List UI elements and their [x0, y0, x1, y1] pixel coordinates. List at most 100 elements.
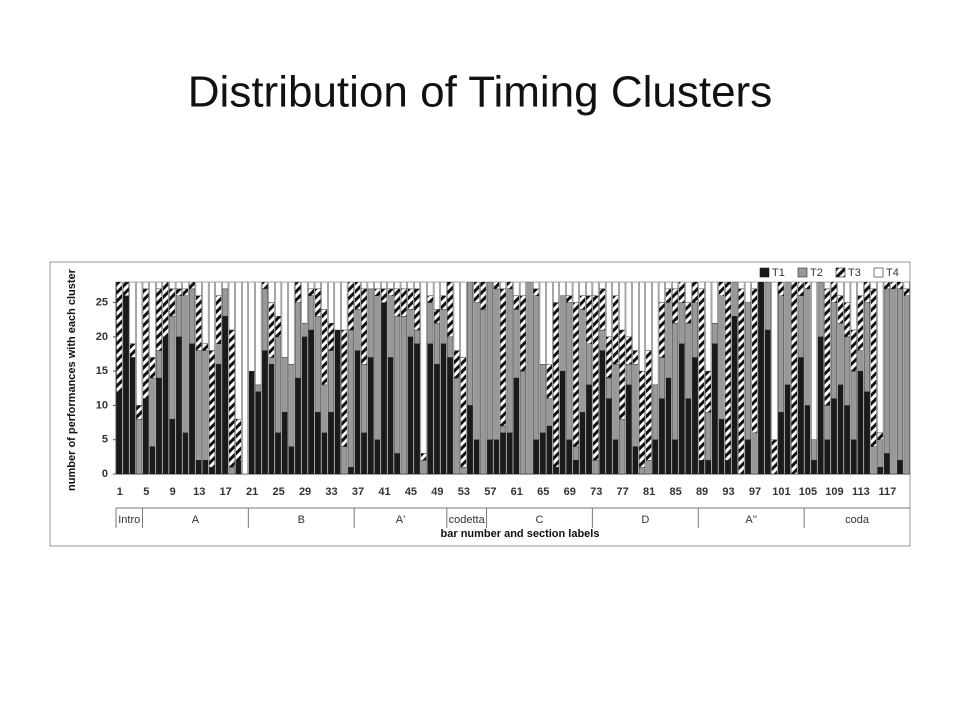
bar-segment: [586, 281, 593, 296]
bar-segment: [361, 432, 368, 475]
bar-segment: [811, 460, 818, 475]
bar-segment: [321, 281, 328, 310]
bar-segment: [731, 316, 738, 475]
bar-segment: [566, 281, 573, 296]
bar-segment: [136, 418, 143, 475]
x-tick-label: 41: [378, 486, 390, 498]
bar-segment: [665, 281, 672, 290]
bar-segment: [645, 281, 652, 351]
bar-segment: [301, 322, 308, 338]
bar-segment: [903, 281, 910, 290]
bar-segment: [897, 288, 904, 461]
bar-segment: [433, 364, 440, 475]
bar-segment: [665, 302, 672, 379]
bar-segment: [136, 281, 143, 406]
section-label: coda: [845, 514, 870, 526]
bar-segment: [863, 391, 871, 475]
y-tick-label: 20: [96, 331, 108, 343]
x-tick-label: 13: [193, 486, 205, 498]
bar-segment: [672, 439, 679, 475]
x-tick-label: 93: [722, 486, 734, 498]
bar-segment: [407, 336, 414, 475]
bar-segment: [394, 316, 401, 454]
bar-segment: [420, 460, 427, 475]
bar-segment: [599, 281, 606, 290]
bar-segment: [255, 384, 262, 392]
bar-segment: [361, 281, 368, 290]
y-tick-label: 10: [96, 399, 108, 411]
bar-segment: [149, 446, 156, 475]
bar-segment: [235, 418, 242, 461]
bar-segment: [261, 288, 268, 351]
bar-segment: [248, 370, 255, 475]
bar-segment: [658, 357, 665, 399]
x-tick-label: 85: [669, 486, 681, 498]
bar-segment: [301, 281, 308, 324]
bar-segment: [718, 281, 725, 296]
bar-segment: [222, 316, 229, 475]
bar-segment: [513, 377, 520, 475]
bar-segment: [354, 309, 361, 351]
bar-segment: [427, 343, 434, 475]
bar-segment: [777, 412, 784, 475]
bar-segment: [400, 281, 407, 290]
bar-segment: [215, 281, 222, 296]
bar-segment: [546, 425, 553, 475]
bar-segment: [533, 288, 540, 296]
x-tick-label: 49: [431, 486, 443, 498]
bar-segment: [228, 329, 235, 468]
section-label: B: [298, 514, 305, 526]
x-tick-label: 105: [799, 486, 817, 498]
bar-segment: [738, 288, 745, 475]
bar-segment: [903, 295, 910, 475]
bar-segment: [400, 288, 407, 317]
bar-segment: [605, 281, 612, 338]
bar-segment: [334, 329, 341, 475]
bar-segment: [182, 432, 189, 475]
bar-segment: [473, 302, 480, 440]
bar-segment: [447, 281, 454, 338]
bar-segment: [553, 302, 560, 468]
bar-segment: [625, 281, 632, 338]
bar-segment: [354, 281, 361, 310]
x-tick-label: 109: [825, 486, 843, 498]
x-tick-label: 81: [643, 486, 655, 498]
bar-segment: [559, 370, 566, 475]
bar-segment: [347, 466, 354, 475]
bar-segment: [625, 384, 632, 475]
bar-segment: [208, 466, 215, 475]
bar-segment: [420, 281, 427, 454]
bar-segment: [857, 281, 864, 296]
bar-segment: [764, 329, 771, 475]
bar-segment: [605, 398, 612, 475]
bar-segment: [844, 405, 851, 475]
bar-segment: [639, 281, 646, 372]
bar-segment: [830, 398, 837, 475]
bar-segment: [751, 288, 758, 434]
bar-segment: [877, 432, 884, 440]
bar-segment: [645, 350, 652, 461]
bar-segment: [784, 281, 791, 386]
bar-segment: [248, 281, 255, 372]
bar-segment: [837, 322, 844, 386]
bar-segment: [460, 357, 467, 468]
bar-segment: [519, 295, 526, 372]
bar-segment: [255, 281, 262, 386]
x-tick-label: 45: [405, 486, 417, 498]
bar-segment: [506, 432, 513, 475]
y-axis-label: number of performances with each cluster: [66, 268, 78, 491]
bar-segment: [705, 460, 712, 475]
bar-segment: [652, 384, 659, 440]
bar-segment: [136, 405, 143, 420]
bar-segment: [228, 466, 235, 475]
bar-segment: [387, 281, 394, 290]
y-tick-label: 15: [96, 365, 108, 377]
bar-segment: [334, 281, 341, 331]
bar-segment: [453, 377, 460, 475]
bar-segment: [811, 439, 818, 461]
bar-segment: [427, 281, 434, 296]
bar-segment: [533, 295, 540, 440]
bar-segment: [771, 439, 778, 475]
bar-segment: [466, 281, 473, 406]
